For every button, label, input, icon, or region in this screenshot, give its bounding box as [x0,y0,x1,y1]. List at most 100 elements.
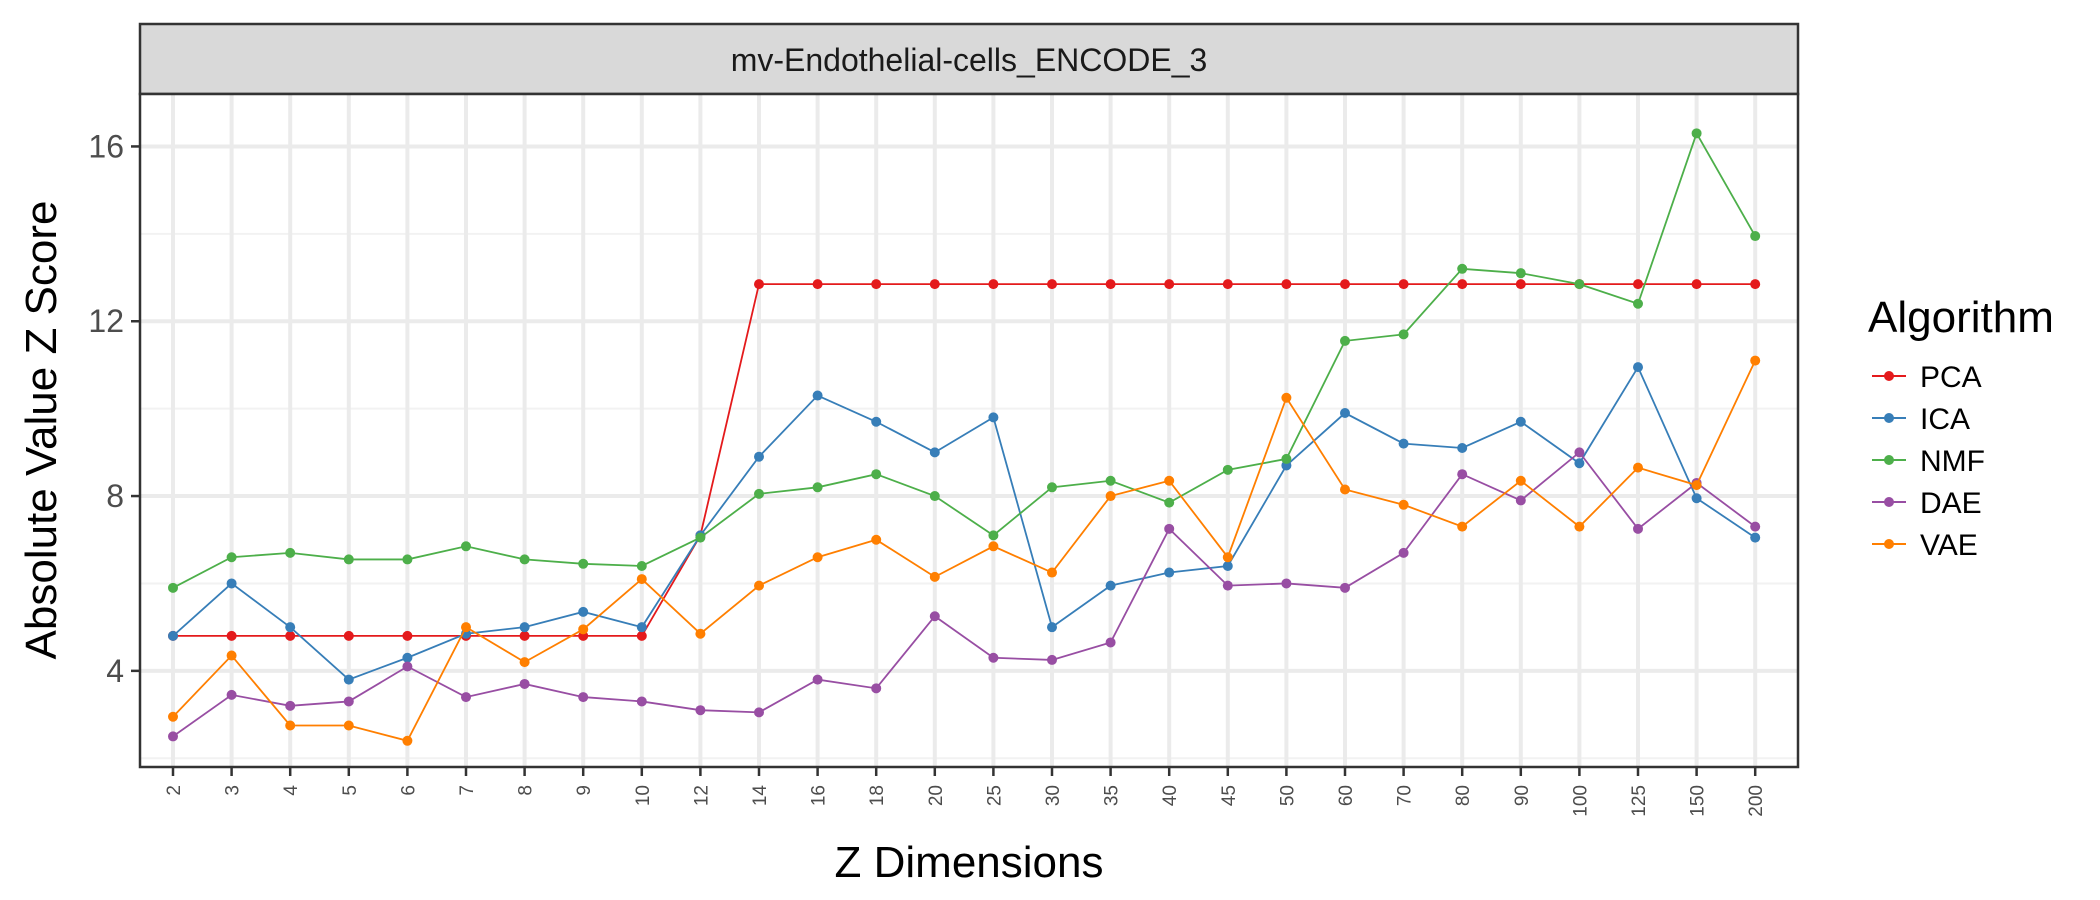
data-point-ica [402,652,413,663]
data-point-vae [226,650,237,661]
data-point-dae [1222,580,1233,591]
data-point-nmf [461,541,471,552]
series-line-nmf [172,131,1756,589]
data-point-nmf [1574,279,1585,290]
data-point-vae [1281,392,1292,403]
legend-label: DAE [1920,487,1982,520]
data-point-vae [812,552,823,563]
data-point-dae [1047,654,1057,665]
data-point-pca [812,279,823,290]
x-tick-label: 8 [516,785,537,796]
legend-label: ICA [1920,403,1970,436]
y-tick-label: 12 [88,303,124,339]
data-point-pca [871,279,882,290]
data-point-nmf [929,491,940,502]
data-point-nmf [871,469,882,480]
data-point-ica [168,630,178,641]
data-point-pca [988,279,999,290]
data-point-nmf [695,532,706,543]
data-point-dae [1633,523,1643,534]
x-tick-label: 4 [281,785,302,796]
x-tick-label: 30 [1043,785,1064,806]
series-ica [168,362,1761,685]
data-point-vae [461,622,471,633]
data-point-vae [988,541,999,552]
data-point-nmf [1281,453,1292,464]
data-point-nmf [343,554,354,565]
data-point-pca [1633,279,1643,290]
data-point-nmf [1457,263,1468,274]
data-point-nmf [1164,497,1175,508]
data-point-nmf [285,547,296,558]
data-point-dae [402,661,413,672]
x-tick-label: 10 [633,785,654,806]
data-point-dae [1340,582,1350,593]
legend-item-ica: ICA [1872,403,1970,436]
data-point-nmf [519,554,530,565]
series-layer [168,128,1761,746]
data-point-nmf [1340,335,1350,346]
data-point-nmf [168,582,178,593]
data-point-vae [519,657,530,668]
data-point-dae [285,700,296,711]
data-point-dae [754,707,764,718]
data-point-pca [519,630,530,641]
x-tick-label: 60 [1336,785,1357,806]
data-point-nmf [812,482,823,493]
data-point-nmf [1515,268,1526,279]
data-point-ica [226,578,237,589]
x-tick-label: 20 [926,785,947,806]
data-point-vae [1515,475,1526,486]
x-tick-label: 100 [1570,785,1591,817]
data-point-pca [285,630,296,641]
x-tick-label: 200 [1746,785,1767,817]
data-point-pca [1457,279,1468,290]
data-point-nmf [1691,128,1702,139]
data-point-nmf [754,488,764,499]
legend: Algorithm PCA ICA NMF DAE VAE [1868,293,2054,562]
x-tick-label: 150 [1688,785,1709,817]
data-point-ica [1398,438,1409,449]
x-tick-label: 9 [574,785,595,796]
data-point-dae [1281,578,1292,589]
data-point-dae [871,683,882,694]
data-point-dae [461,692,471,703]
data-point-vae [1633,462,1643,473]
x-tick-label: 6 [398,785,419,796]
facet-strip: mv-Endothelial-cells_ENCODE_3 [138,22,1800,96]
x-tick-label: 7 [457,785,478,796]
plot-panel [140,94,1798,767]
data-point-ica [1691,493,1702,504]
series-line-dae [172,451,1756,738]
data-point-pca [1691,279,1702,290]
data-point-pca [1398,279,1409,290]
data-point-dae [578,692,589,703]
data-point-vae [1398,499,1409,510]
data-point-pca [1222,279,1233,290]
data-point-dae [695,705,706,716]
plot-panel-border [138,92,1800,769]
data-point-pca [1164,279,1175,290]
legend-label: VAE [1920,529,1978,562]
data-point-ica [1047,622,1057,633]
y-tick-label: 8 [106,478,124,514]
data-point-nmf [636,560,647,571]
series-line-vae [172,360,1757,742]
legend-item-dae: DAE [1872,487,1982,520]
x-tick-label: 12 [691,785,712,806]
data-point-nmf [1398,329,1409,340]
data-point-ica [1340,408,1350,419]
data-point-dae [1164,523,1175,534]
x-tick-label: 5 [340,785,361,796]
x-tick-label: 80 [1453,785,1474,806]
data-point-dae [988,652,999,663]
legend-key-point [1884,497,1894,507]
series-vae [168,355,1761,746]
data-point-pca [1281,279,1292,290]
data-point-vae [1750,355,1761,366]
data-point-ica [343,674,354,685]
data-point-vae [1691,480,1702,491]
data-point-pca [402,630,413,641]
data-point-ica [1633,362,1643,373]
